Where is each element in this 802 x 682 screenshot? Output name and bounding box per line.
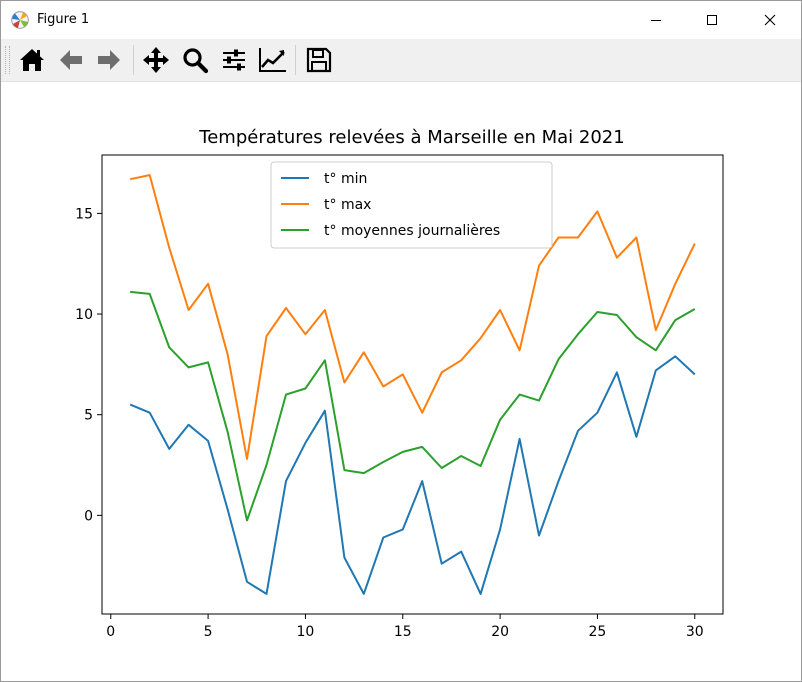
- figure-canvas: Températures relevées à Marseille en Mai…: [1, 82, 801, 681]
- floppy-disk-icon: [306, 47, 332, 73]
- y-tick-label: 15: [75, 206, 93, 222]
- y-tick-label: 10: [75, 307, 93, 323]
- minimize-icon: [651, 20, 661, 21]
- toolbar-grip[interactable]: [5, 46, 10, 74]
- home-icon: [20, 49, 44, 71]
- configure-subplots-button[interactable]: [218, 44, 250, 76]
- series-line-3: [130, 290, 696, 522]
- chart-title: Températures relevées à Marseille en Mai…: [198, 127, 624, 148]
- y-tick-label: 5: [84, 408, 93, 424]
- zoom-button[interactable]: [179, 44, 211, 76]
- y-tick-label: 0: [84, 508, 93, 524]
- arrow-left-icon: [60, 50, 82, 70]
- toolbar-separator: [295, 45, 296, 75]
- title-bar: Figure 1: [1, 1, 801, 39]
- legend-label: t° moyennes journalières: [324, 223, 500, 239]
- plot-frame: [101, 154, 724, 615]
- move-arrows-icon: [143, 47, 169, 73]
- x-tick-label: 25: [589, 624, 607, 640]
- line-chart: Températures relevées à Marseille en Mai…: [75, 127, 724, 640]
- forward-button[interactable]: [93, 44, 125, 76]
- matplotlib-logo-icon: [11, 11, 29, 29]
- sliders-icon: [223, 49, 245, 71]
- legend-label: t° min: [324, 171, 367, 187]
- window-title: Figure 1: [37, 12, 90, 27]
- x-tick-label: 15: [394, 624, 412, 640]
- home-button[interactable]: [16, 44, 48, 76]
- edit-axis-button[interactable]: [257, 44, 289, 76]
- minimize-button[interactable]: [633, 1, 679, 39]
- x-tick-label: 30: [686, 624, 704, 640]
- pan-button[interactable]: [140, 44, 172, 76]
- save-button[interactable]: [303, 44, 335, 76]
- magnifier-icon: [183, 48, 209, 74]
- toolbar-separator: [133, 45, 134, 75]
- close-icon: [764, 14, 776, 26]
- arrow-right-icon: [98, 50, 120, 70]
- x-tick-label: 0: [106, 624, 115, 640]
- close-button[interactable]: [747, 1, 793, 39]
- legend-label: t° max: [324, 197, 371, 213]
- navigation-toolbar: [1, 39, 801, 82]
- series-line-1: [129, 355, 696, 595]
- back-button[interactable]: [55, 44, 87, 76]
- line-chart-icon: [259, 48, 286, 72]
- x-tick-label: 20: [491, 624, 509, 640]
- maximize-button[interactable]: [689, 1, 735, 39]
- x-tick-label: 10: [297, 624, 315, 640]
- series-line-2: [129, 174, 696, 460]
- maximize-icon: [707, 15, 717, 25]
- x-tick-label: 5: [204, 624, 213, 640]
- legend-box: [270, 161, 553, 249]
